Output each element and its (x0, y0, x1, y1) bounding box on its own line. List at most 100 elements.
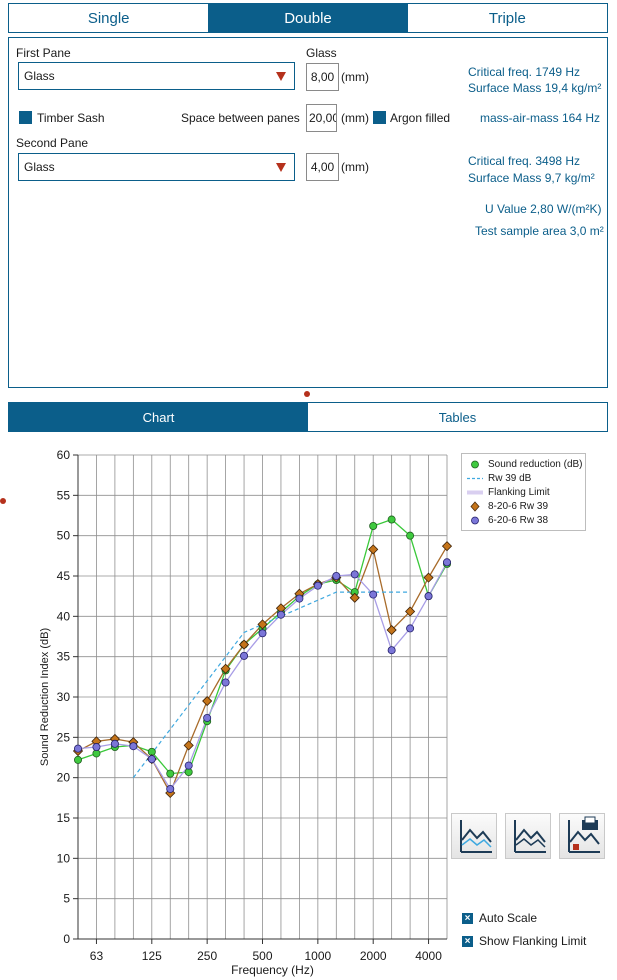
data-point-circle (110, 739, 119, 748)
auto-scale-checkbox[interactable]: × (462, 912, 473, 924)
y-axis-label: Sound Reduction Index (dB) (39, 628, 51, 766)
unit-mm-1: (mm) (341, 70, 369, 84)
data-point-circle (442, 558, 451, 567)
y-tick-label: 10 (57, 851, 71, 865)
surface-mass-2: Surface Mass 9,7 kg/m² (468, 171, 595, 185)
second-pane-label: Second Pane (16, 136, 89, 150)
x-tick-label: 63 (90, 949, 104, 963)
data-point-circle (424, 592, 433, 601)
legend-item-6-20-6: 6-20-6 Rw 38 (466, 514, 548, 527)
chart-compare-icon (514, 820, 546, 853)
u-value: U Value 2,80 W/(m²K) (485, 202, 602, 216)
second-pane-value: Glass (24, 160, 55, 174)
glass-thickness-2-input[interactable]: 4,00 (306, 153, 339, 181)
tab-triple[interactable]: Triple (488, 9, 526, 27)
y-tick-label: 20 (57, 771, 71, 785)
timber-sash-checkbox[interactable] (19, 111, 32, 124)
sound-reduction-chart: 0 5 10 15 20 25 30 35 40 45 50 55 60 63 125 250 500 1000 2… (39, 448, 453, 977)
test-sample-area: Test sample area 3,0 m² (475, 224, 604, 238)
data-point-circle (295, 594, 304, 603)
y-tick-label: 0 (63, 932, 70, 946)
data-point-circle (166, 784, 175, 793)
x-tick-label: 500 (252, 949, 272, 963)
data-point-circle (276, 610, 285, 619)
data-point-circle (74, 755, 83, 764)
legend-item-sound-reduction: Sound reduction (dB) (466, 458, 583, 471)
x-tick-label: 4000 (415, 949, 442, 963)
data-point-diamond (423, 572, 434, 583)
y-tick-label: 50 (57, 529, 71, 543)
first-pane-select[interactable]: Glass (18, 62, 295, 90)
pane-type-tabs: Single Double Triple (8, 3, 608, 33)
y-tick-label: 30 (57, 690, 71, 704)
y-tick-label: 5 (63, 892, 70, 906)
legend-item-flanking-limit: Flanking Limit (467, 487, 550, 498)
mass-air-mass: mass-air-mass 164 Hz (480, 111, 601, 125)
data-point-circle (129, 742, 138, 751)
glazing-input-panel: First Pane Glass Glass 8,00 (mm) Timber … (8, 37, 608, 388)
chart-export-button[interactable] (559, 813, 605, 859)
glass-thickness-1-input[interactable]: 8,00 (306, 63, 339, 91)
data-point-circle (240, 651, 249, 660)
data-point-circle (203, 713, 212, 722)
show-flanking-checkbox[interactable]: × (462, 935, 473, 947)
argon-filled-checkbox[interactable] (373, 111, 386, 124)
data-point-circle (350, 570, 359, 579)
y-tick-label: 45 (57, 569, 71, 583)
dropdown-arrow-icon[interactable] (276, 163, 286, 172)
argon-filled-label: Argon filled (390, 111, 451, 125)
chart-compare-button[interactable] (505, 813, 551, 859)
chart-view-icon (460, 820, 492, 853)
show-flanking-label: Show Flanking Limit (479, 934, 587, 948)
side-splitter-handle[interactable] (0, 498, 6, 504)
y-tick-label: 40 (57, 609, 71, 623)
data-point-circle (221, 678, 230, 687)
y-tick-label: 35 (57, 650, 71, 664)
critical-freq-2: Critical freq. 3498 Hz (468, 154, 581, 168)
auto-scale-option[interactable]: × Auto Scale (462, 911, 537, 925)
data-point-circle (387, 646, 396, 655)
x-tick-label: 2000 (360, 949, 387, 963)
unit-mm-2: (mm) (341, 111, 369, 125)
tab-double[interactable]: Double (208, 4, 408, 32)
data-point-diamond (405, 606, 416, 617)
data-point-circle (332, 571, 341, 580)
surface-mass-1: Surface Mass 19,4 kg/m² (468, 81, 602, 95)
data-point-diamond (183, 740, 194, 751)
x-axis-label: Frequency (Hz) (231, 963, 314, 977)
timber-sash-label: Timber Sash (37, 111, 105, 125)
legend-item-rw: Rw 39 dB (467, 473, 532, 484)
data-point-diamond (368, 544, 379, 555)
space-between-panes-input[interactable]: 20,00 (306, 104, 337, 132)
x-tick-label: 250 (197, 949, 217, 963)
legend-item-8-20-6: 8-20-6 Rw 39 (466, 500, 548, 513)
y-tick-label: 25 (57, 730, 71, 744)
splitter-handle[interactable] (304, 391, 310, 397)
data-point-circle (387, 515, 396, 524)
data-point-circle (369, 521, 378, 530)
data-point-circle (74, 744, 83, 753)
data-point-diamond (238, 639, 250, 650)
first-pane-value: Glass (24, 69, 55, 83)
rw-reference-line (132, 591, 411, 779)
dropdown-arrow-icon[interactable] (276, 72, 286, 81)
data-point-circle (313, 581, 322, 590)
x-tick-label: 1000 (304, 949, 331, 963)
tab-chart[interactable]: Chart (9, 403, 308, 431)
data-point-diamond (220, 663, 231, 674)
data-point-circle (406, 624, 415, 633)
data-point-circle (92, 743, 101, 752)
second-pane-select[interactable]: Glass (18, 153, 295, 181)
data-point-diamond (386, 624, 397, 636)
view-tabs: Chart Tables (8, 402, 608, 432)
chart-view-button[interactable] (451, 813, 497, 859)
tab-tables[interactable]: Tables (438, 409, 477, 425)
show-flanking-option[interactable]: × Show Flanking Limit (462, 934, 586, 948)
data-point-circle (147, 755, 156, 764)
chart-export-icon (568, 816, 600, 853)
data-point-diamond (441, 541, 453, 552)
chart-legend: Sound reduction (dB) Rw 39 dB Flanking L… (461, 453, 586, 531)
space-between-panes-label: Space between panes (181, 111, 300, 125)
tab-single[interactable]: Single (87, 9, 130, 27)
unit-mm-3: (mm) (341, 160, 369, 174)
